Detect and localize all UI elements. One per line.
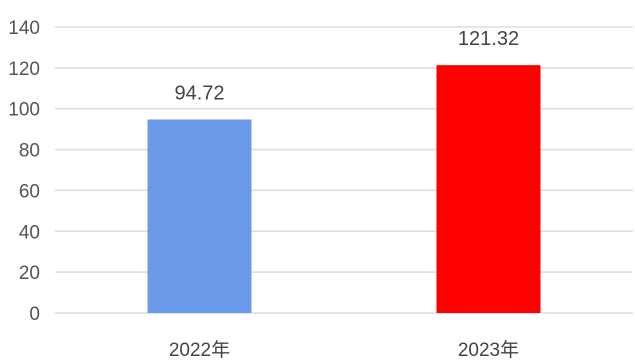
y-axis-ticks: 0 20 40 60 80 100 120 140 bbox=[8, 18, 40, 325]
y-tick-label: 40 bbox=[19, 222, 40, 243]
y-tick-label: 60 bbox=[19, 181, 40, 202]
bar-value-label: 94.72 bbox=[174, 83, 224, 105]
x-category-label: 2023年 bbox=[458, 339, 519, 361]
y-tick-label: 20 bbox=[19, 263, 40, 284]
value-labels: 94.72 121.32 bbox=[174, 28, 519, 104]
y-tick-label: 100 bbox=[8, 100, 40, 121]
y-tick-label: 0 bbox=[29, 304, 40, 325]
y-tick-label: 80 bbox=[19, 141, 40, 162]
y-tick-label: 120 bbox=[8, 59, 40, 80]
gridlines bbox=[55, 26, 633, 314]
x-category-label: 2022年 bbox=[169, 339, 230, 361]
x-axis-labels: 2022年 2023年 bbox=[169, 339, 519, 361]
bar-value-label: 121.32 bbox=[458, 28, 519, 50]
bar bbox=[436, 65, 541, 313]
bar bbox=[147, 119, 252, 313]
bars bbox=[147, 65, 541, 313]
y-tick-label: 140 bbox=[8, 18, 40, 39]
